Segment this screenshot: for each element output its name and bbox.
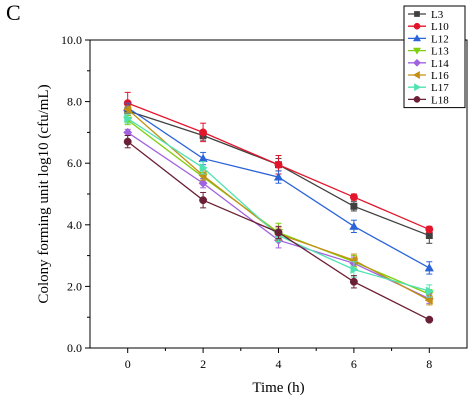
series-l12 bbox=[123, 102, 434, 275]
legend-box bbox=[403, 5, 466, 109]
series-marker bbox=[412, 47, 422, 55]
series-marker bbox=[350, 202, 358, 210]
series-l17 bbox=[124, 113, 435, 298]
series-marker bbox=[199, 196, 208, 205]
series-l18 bbox=[123, 134, 434, 324]
series-marker bbox=[199, 163, 208, 173]
series-marker bbox=[349, 221, 359, 230]
legend-label: L13 bbox=[431, 46, 449, 58]
legend-item-l18: L18 bbox=[408, 94, 449, 106]
legend-label: L3 bbox=[431, 9, 444, 21]
series-marker bbox=[412, 70, 420, 80]
x-tick-label: 8 bbox=[426, 357, 432, 371]
y-tick-label: 4.0 bbox=[67, 218, 82, 232]
series-line bbox=[127, 117, 430, 292]
series-marker bbox=[198, 153, 208, 163]
legend-item-l3: L3 bbox=[408, 9, 444, 21]
series-marker bbox=[274, 228, 283, 237]
series-marker bbox=[124, 113, 133, 124]
legend-label: L10 bbox=[431, 21, 449, 33]
series-marker bbox=[424, 263, 434, 272]
series-marker bbox=[349, 193, 358, 202]
legend-label: L18 bbox=[431, 94, 449, 106]
series-marker bbox=[413, 22, 421, 30]
series-marker bbox=[413, 58, 421, 67]
panel-label: C bbox=[6, 0, 21, 25]
series-marker bbox=[350, 264, 359, 275]
series-marker bbox=[122, 104, 132, 114]
legend-label: L12 bbox=[431, 33, 449, 45]
y-axis-title: Colony forming unit log10 (cfu/mL) bbox=[36, 84, 52, 303]
legend-label: L17 bbox=[431, 82, 449, 94]
series-line bbox=[127, 119, 430, 295]
y-tick-label: 2.0 bbox=[67, 279, 82, 293]
legend-item-l16: L16 bbox=[408, 70, 449, 82]
series-marker bbox=[424, 295, 433, 305]
legend-item-l10: L10 bbox=[408, 21, 449, 33]
legend-label: L14 bbox=[431, 58, 449, 70]
y-axis-ticks: 0.0 2.0 4.0 6.0 8.0 10.0 bbox=[61, 33, 90, 355]
x-axis-title: Time (h) bbox=[252, 380, 304, 396]
x-tick-label: 6 bbox=[351, 357, 357, 371]
x-axis-ticks: 0 2 4 6 8 bbox=[125, 348, 432, 371]
x-tick-label: 0 bbox=[125, 357, 131, 371]
series-marker bbox=[414, 83, 422, 92]
series-marker bbox=[425, 286, 435, 296]
series-marker bbox=[413, 96, 421, 103]
series-marker bbox=[349, 277, 358, 286]
x-tick-label: 4 bbox=[276, 357, 282, 371]
legend-label: L16 bbox=[431, 70, 449, 82]
y-tick-label: 8.0 bbox=[67, 95, 82, 109]
series-marker bbox=[412, 34, 422, 42]
series-marker bbox=[425, 315, 434, 324]
legend-item-l13: L13 bbox=[408, 46, 449, 58]
y-tick-label: 0.0 bbox=[67, 341, 82, 355]
series-l10 bbox=[123, 91, 434, 234]
x-tick-label: 2 bbox=[200, 357, 206, 371]
series-marker bbox=[123, 137, 132, 146]
series-marker bbox=[425, 225, 434, 234]
y-tick-label: 6.0 bbox=[67, 156, 82, 170]
series-l13 bbox=[123, 114, 434, 300]
legend-item-l14: L14 bbox=[408, 58, 449, 70]
series-marker bbox=[274, 160, 283, 169]
y-tick-label: 10.0 bbox=[61, 33, 82, 47]
series-marker bbox=[198, 178, 208, 188]
series-marker bbox=[414, 11, 420, 17]
series-marker bbox=[273, 172, 284, 181]
series-layer bbox=[122, 91, 435, 324]
series-marker bbox=[199, 128, 208, 137]
legend-item-l12: L12 bbox=[408, 33, 449, 45]
legend-item-l17: L17 bbox=[408, 82, 449, 94]
